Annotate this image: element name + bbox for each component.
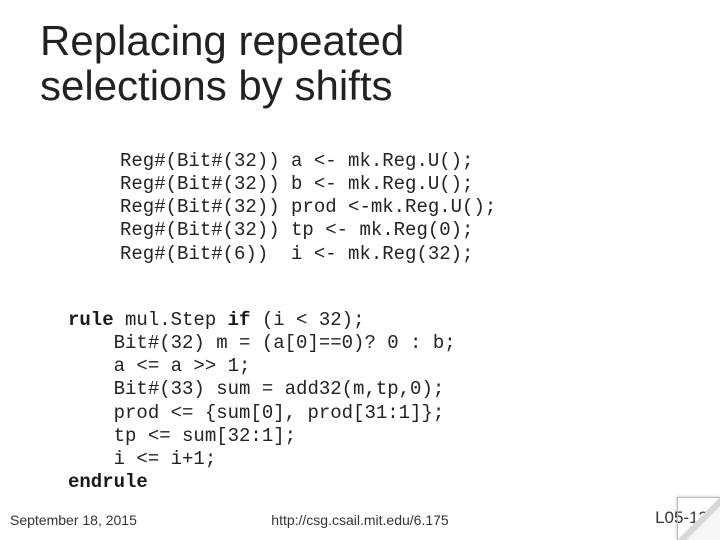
decl-line: Reg#(Bit#(32)) prod <-mk.Reg.U();: [120, 196, 496, 218]
rule-block: rule mul.Step if (i < 32); Bit#(32) m = …: [68, 286, 690, 495]
rule-head-cond: (i < 32);: [250, 309, 364, 331]
slide: Replacing repeated selections by shifts …: [0, 0, 720, 540]
declarations-block: Reg#(Bit#(32)) a <- mk.Reg.U(); Reg#(Bit…: [120, 127, 690, 266]
page-curl-icon: [677, 497, 720, 540]
footer-url: http://csg.csail.mit.edu/6.175: [0, 512, 720, 528]
decl-line: Reg#(Bit#(32)) b <- mk.Reg.U();: [120, 173, 473, 195]
rule-body-line: a <= a >> 1;: [68, 355, 250, 377]
title-line-2: selections by shifts: [40, 62, 393, 109]
rule-body-line: tp <= sum[32:1];: [68, 425, 296, 447]
rule-body-line: i <= i+1;: [68, 448, 216, 470]
keyword-if: if: [228, 309, 251, 331]
decl-line: Reg#(Bit#(32)) tp <- mk.Reg(0);: [120, 219, 473, 241]
keyword-rule: rule: [68, 309, 114, 331]
keyword-endrule: endrule: [68, 471, 148, 493]
rule-body-line: prod <= {sum[0], prod[31:1]};: [68, 402, 444, 424]
rule-head-name: mul.Step: [114, 309, 228, 331]
decl-line: Reg#(Bit#(6)) i <- mk.Reg(32);: [120, 243, 473, 265]
rule-body-line: Bit#(33) sum = add32(m,tp,0);: [68, 378, 444, 400]
rule-body-line: Bit#(32) m = (a[0]==0)? 0 : b;: [68, 332, 456, 354]
title-line-1: Replacing repeated: [40, 17, 404, 64]
slide-title: Replacing repeated selections by shifts: [40, 18, 690, 109]
decl-line: Reg#(Bit#(32)) a <- mk.Reg.U();: [120, 150, 473, 172]
